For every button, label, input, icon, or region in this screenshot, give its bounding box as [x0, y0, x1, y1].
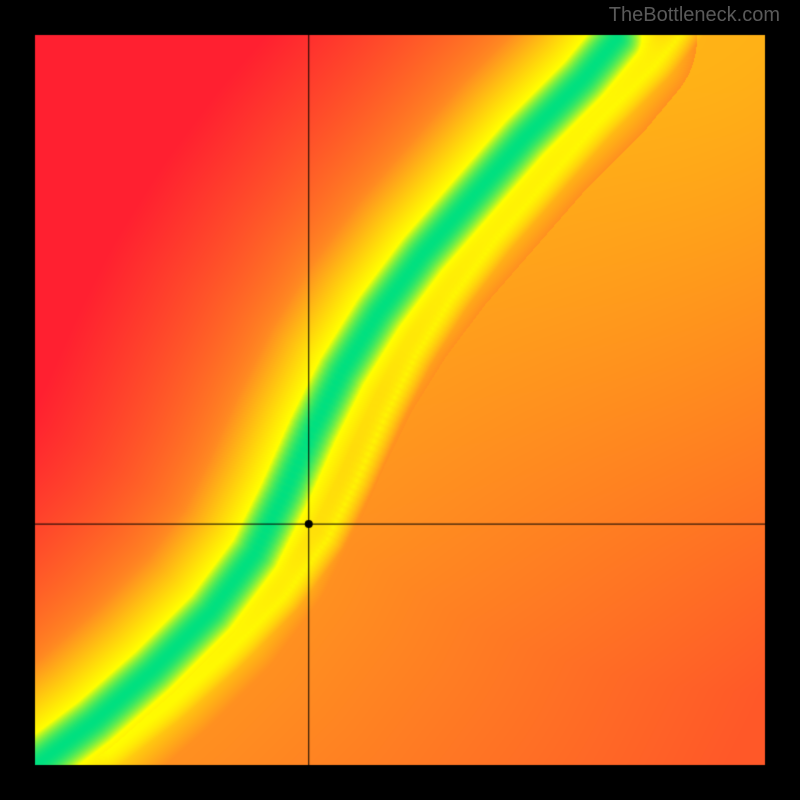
- watermark-text: TheBottleneck.com: [609, 4, 780, 27]
- heatmap-canvas: [0, 0, 800, 800]
- chart-container: TheBottleneck.com: [0, 0, 800, 800]
